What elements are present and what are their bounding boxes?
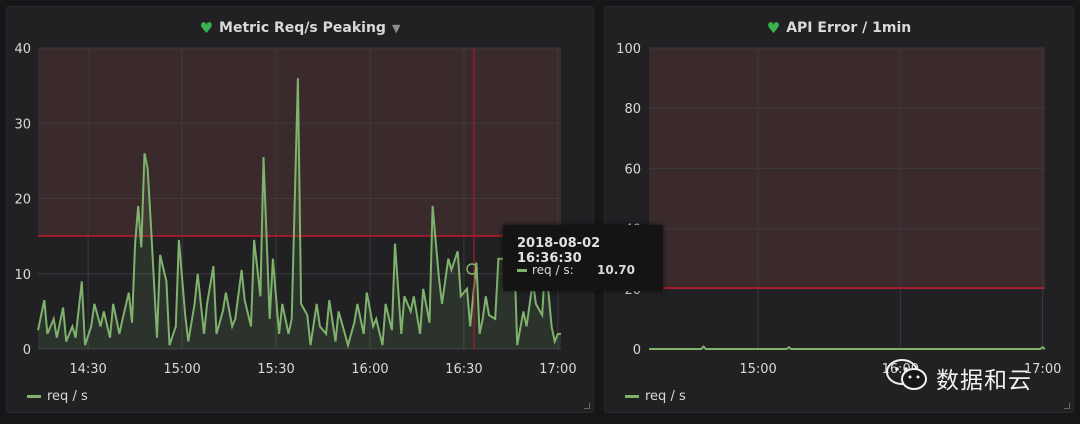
series-swatch bbox=[517, 269, 527, 272]
y-tick-label: 0 bbox=[23, 343, 31, 358]
legend-label[interactable]: req / s bbox=[47, 389, 88, 404]
resize-handle-icon[interactable] bbox=[1064, 403, 1070, 409]
y-tick-label: 80 bbox=[624, 102, 641, 117]
y-tick-label: 60 bbox=[624, 162, 641, 177]
wechat-icon bbox=[886, 359, 927, 390]
resize-handle-icon[interactable] bbox=[584, 403, 590, 409]
legend-item[interactable]: req / s bbox=[27, 389, 88, 404]
hover-point bbox=[466, 263, 478, 275]
series-line bbox=[649, 345, 1046, 350]
y-tick-label: 40 bbox=[14, 42, 31, 57]
y-tick-label: 30 bbox=[14, 117, 31, 132]
series-swatch bbox=[27, 395, 41, 398]
series-swatch bbox=[625, 395, 639, 398]
api-error-panel[interactable]: ♥API Error / 1min 020406080100 15:0016:0… bbox=[604, 6, 1074, 413]
req-peaking-panel[interactable]: ♥ Metric Req/s Peaking ▼ 0 10 20 30 40 14:30 15… bbox=[6, 6, 594, 413]
watermark-text: 数据和云 bbox=[936, 368, 1032, 394]
panel-title[interactable]: ♥ Metric Req/s Peaking ▼ bbox=[7, 19, 593, 37]
caret-down-icon[interactable]: ▼ bbox=[391, 21, 401, 35]
watermark: 数据和云 bbox=[884, 354, 1070, 396]
y-tick-label: 10 bbox=[14, 268, 31, 283]
heart-icon: ♥ bbox=[766, 19, 781, 37]
heart-icon: ♥ bbox=[199, 19, 214, 37]
y-tick-label: 20 bbox=[14, 193, 31, 208]
y-tick-label: 100 bbox=[616, 42, 641, 57]
x-tick-label: 16:00 bbox=[351, 362, 388, 377]
tooltip-value: 10.70 bbox=[597, 263, 635, 277]
panel-title-text[interactable]: API Error / 1min bbox=[786, 20, 912, 36]
series-line bbox=[37, 78, 561, 349]
x-tick-label: 17:00 bbox=[539, 362, 576, 377]
panel-title[interactable]: ♥ API Error / 1min bbox=[605, 19, 1073, 37]
legend-item[interactable]: req / s bbox=[625, 389, 686, 404]
x-tick-label: 17:00 bbox=[1024, 362, 1061, 377]
hover-tooltip: 2018-08-02 16:36:30 req / s: 10.70 bbox=[503, 225, 663, 291]
x-tick-label: 16:30 bbox=[445, 362, 482, 377]
x-tick-label: 15:00 bbox=[739, 362, 776, 377]
tooltip-time: 2018-08-02 16:36:30 bbox=[517, 236, 601, 266]
req-peaking-chart[interactable]: 0 10 20 30 40 14:30 15:00 15:30 16:00 16:30 17:00 bbox=[7, 7, 593, 412]
x-tick-label: 15:30 bbox=[257, 362, 294, 377]
x-tick-label: 14:30 bbox=[69, 362, 106, 377]
tooltip-series-label: req / s: bbox=[532, 263, 574, 277]
panel-title-text[interactable]: Metric Req/s Peaking bbox=[219, 20, 386, 36]
tooltip-series: req / s: bbox=[517, 263, 574, 277]
legend-label[interactable]: req / s bbox=[645, 389, 686, 404]
x-tick-label: 15:00 bbox=[163, 362, 200, 377]
y-tick-label: 0 bbox=[633, 343, 641, 358]
